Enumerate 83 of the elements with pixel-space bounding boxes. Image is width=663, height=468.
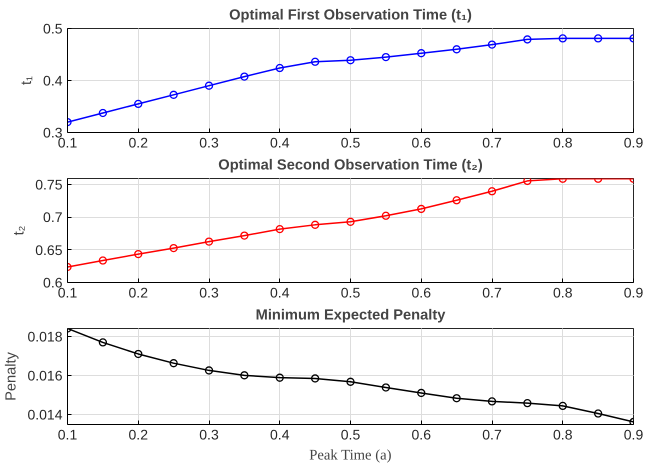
point: [204, 366, 214, 375]
point: [310, 374, 320, 383]
point: [134, 250, 142, 258]
chart-title: Optimal First Observation Time (t₁): [229, 8, 472, 24]
point: [240, 72, 249, 81]
point: [452, 394, 461, 402]
x-tick-label: 0.4: [270, 134, 290, 150]
point: [346, 56, 355, 64]
x-tick-label: 0.7: [482, 426, 502, 442]
point: [204, 237, 214, 246]
point: [558, 34, 567, 43]
point: [98, 338, 108, 347]
x-tick-label: 0.2: [128, 284, 148, 300]
x-tick-label: 0.3: [199, 284, 219, 300]
y-tick-label: 0.018: [27, 328, 63, 344]
x-tick-label: 0.7: [482, 134, 502, 150]
x-tick-label: 0.3: [199, 134, 219, 150]
point: [382, 212, 390, 220]
x-tick-label: 0.9: [624, 134, 644, 150]
chart-title: Minimum Expected Penalty: [256, 308, 446, 324]
x-tick-label: 0.4: [270, 284, 290, 300]
point: [382, 383, 390, 392]
y-tick-label: 0.5: [43, 20, 63, 36]
x-tick-label: 0.7: [482, 284, 502, 300]
x-tick-label: 0.2: [128, 426, 148, 442]
y-tick-label: 0.7: [43, 209, 63, 226]
point: [488, 187, 496, 196]
x-axis-title: Peak Time (a): [309, 448, 392, 464]
y-tick-label: 0.65: [35, 242, 63, 258]
y-tick-label: 0.75: [35, 176, 63, 192]
point: [523, 399, 532, 408]
x-tick-label: 0.6: [412, 134, 432, 150]
point: [488, 397, 496, 406]
point: [488, 40, 496, 49]
point: [417, 49, 426, 58]
x-tick-label: 0.4: [270, 426, 290, 442]
point: [240, 371, 249, 380]
x-tick-label: 0.8: [553, 426, 573, 442]
x-tick-label: 0.8: [553, 284, 573, 300]
point: [310, 58, 320, 66]
point: [98, 108, 108, 118]
point: [240, 231, 249, 240]
x-tick-label: 0.2: [128, 134, 148, 150]
x-tick-label: 0.9: [624, 426, 644, 442]
x-tick-label: 0.5: [340, 284, 360, 300]
point: [452, 45, 461, 54]
y-tick-label: 0.4: [43, 72, 63, 88]
x-tick-label: 0.5: [340, 134, 360, 150]
point: [134, 350, 142, 358]
x-tick-label: 0.6: [412, 284, 432, 300]
y-tick-label: 0.016: [27, 368, 63, 384]
chart-title: Optimal Second Observation Time (t₂): [218, 158, 483, 174]
point: [276, 64, 284, 72]
point: [382, 52, 390, 62]
y-axis-title: t₁: [19, 76, 36, 86]
point: [169, 244, 178, 252]
point: [98, 256, 108, 265]
y-tick-label: 0.014: [27, 406, 63, 423]
point: [310, 220, 320, 229]
x-tick-label: 0.5: [340, 426, 360, 442]
point: [523, 178, 532, 186]
x-tick-label: 0.9: [624, 284, 644, 300]
point: [169, 359, 178, 368]
point: [276, 224, 284, 234]
point: [417, 204, 426, 214]
point: [204, 82, 214, 90]
y-axis-title: Penalty: [3, 351, 20, 401]
point: [594, 409, 602, 418]
point: [346, 378, 355, 386]
point: [169, 90, 178, 99]
point: [346, 218, 355, 226]
x-tick-label: 0.6: [412, 426, 432, 442]
point: [134, 100, 142, 108]
point: [594, 34, 602, 43]
y-axis-title: t₂: [11, 226, 28, 236]
point: [417, 388, 426, 398]
point: [523, 35, 532, 44]
point: [558, 402, 567, 410]
point: [452, 196, 461, 204]
x-tick-label: 0.1: [58, 426, 78, 442]
point: [276, 374, 284, 382]
x-tick-label: 0.3: [199, 426, 219, 442]
x-tick-label: 0.8: [553, 134, 573, 150]
